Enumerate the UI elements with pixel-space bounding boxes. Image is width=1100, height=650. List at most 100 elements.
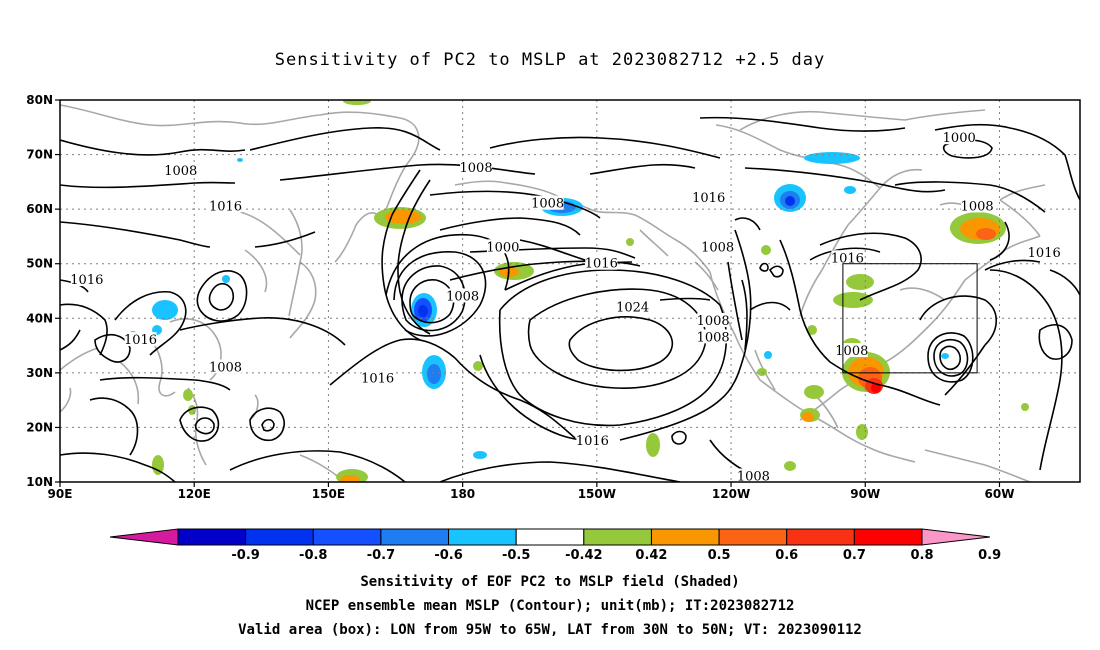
contour-label: 1016 xyxy=(692,191,725,206)
contour-label: 1024 xyxy=(616,300,649,315)
contour-label-bg xyxy=(1028,244,1061,259)
contour-label-bg xyxy=(209,359,242,374)
shade-patch xyxy=(784,461,796,471)
shade-patch xyxy=(1021,403,1029,411)
lon-tick-label: 90W xyxy=(850,487,880,501)
shade-patch xyxy=(385,210,421,224)
colorbar-label: 0.5 xyxy=(708,548,731,563)
contour-label: 1008 xyxy=(737,470,770,485)
caption-line-1: Sensitivity of EOF PC2 to MSLP field (Sh… xyxy=(360,574,740,590)
contour-label: 1008 xyxy=(701,240,734,255)
contour-label: 1016 xyxy=(831,251,864,266)
contour-label-bg xyxy=(585,255,618,270)
colorbar-segment xyxy=(583,528,652,546)
contour-label-bg xyxy=(692,190,725,205)
contour-label-bg xyxy=(70,272,103,287)
contour-label-bg xyxy=(576,433,609,448)
colorbar-min-arrow xyxy=(109,528,179,546)
lat-tick-label: 10N xyxy=(26,475,53,489)
colorbar-label: -0.42 xyxy=(565,548,602,563)
contour-label-bg xyxy=(616,299,649,314)
shade-patch xyxy=(844,186,856,194)
lat-tick-label: 40N xyxy=(26,311,53,325)
contour-label: 1016 xyxy=(585,257,618,272)
colorbar-segment xyxy=(245,528,314,546)
contour-label: 1016 xyxy=(124,333,157,348)
contour-label-bg xyxy=(531,195,564,210)
lon-tick-label: 120E xyxy=(178,487,211,501)
contour-label: 1016 xyxy=(1028,246,1061,261)
shade-patch xyxy=(757,368,767,376)
shade-patch xyxy=(846,274,874,290)
shade-patch xyxy=(343,100,371,105)
lat-tick-label: 70N xyxy=(26,148,53,162)
shade-patch xyxy=(761,245,771,255)
contour-label-bg xyxy=(361,370,394,385)
contour-label: 1008 xyxy=(164,164,197,179)
colorbar-label: 0.42 xyxy=(635,548,667,563)
map-frame xyxy=(59,99,1081,483)
contour-label-bg xyxy=(164,162,197,177)
colorbar-label: 0.6 xyxy=(775,548,798,563)
colorbar-segment xyxy=(312,528,382,546)
shade-patch xyxy=(856,424,868,440)
shade-patch xyxy=(807,325,817,335)
colorbar-max-arrow xyxy=(921,528,991,546)
colorbar-segment xyxy=(515,528,585,546)
contour-label: 1008 xyxy=(446,289,479,304)
lat-tick-label: 30N xyxy=(26,366,53,380)
shade-patch xyxy=(802,412,814,422)
shade-patch xyxy=(833,292,873,308)
lon-tick-label: 90E xyxy=(48,487,73,501)
contour-label: 1016 xyxy=(361,371,394,386)
valid-area-box xyxy=(842,263,978,374)
contour-label: 1008 xyxy=(209,360,242,375)
colorbar-label: -0.9 xyxy=(231,548,259,563)
caption-line-3: Valid area (box): LON from 95W to 65W, L… xyxy=(238,622,862,638)
contour-label-bg xyxy=(831,250,864,265)
lat-tick-label: 80N xyxy=(26,93,53,107)
shade-patch xyxy=(626,238,634,246)
contour-label: 1008 xyxy=(531,197,564,212)
colorbar: -0.9 -0.8 -0.7 -0.6 -0.5 -0.42 0.42 0.5 0.6 0.7 0.… xyxy=(109,528,1001,563)
contour-label: 1008 xyxy=(835,344,868,359)
contour-label: 1016 xyxy=(576,434,609,449)
colorbar-segment xyxy=(786,528,855,546)
lat-tick-label: 50N xyxy=(26,257,53,271)
shade-patch xyxy=(237,158,243,162)
contour-label: 1008 xyxy=(697,314,730,329)
page-title: Sensitivity of PC2 to MSLP at 2023082712… xyxy=(274,50,826,70)
map-background xyxy=(60,100,1080,482)
contour-label-bg xyxy=(209,198,242,213)
colorbar-label: -0.7 xyxy=(367,548,395,563)
shade-patch xyxy=(804,152,860,164)
contour-label-bg xyxy=(701,239,734,254)
contour-label-bg xyxy=(124,332,157,347)
shade-patch xyxy=(871,383,881,393)
contour-label-bg xyxy=(446,288,479,303)
contour-label-bg xyxy=(943,130,976,145)
shade-patch xyxy=(764,351,772,359)
shade-patch xyxy=(152,300,178,320)
shade-patch xyxy=(222,275,230,283)
colorbar-label: 0.7 xyxy=(843,548,866,563)
mslp-contours xyxy=(60,116,1080,482)
lon-tick-label: 150E xyxy=(312,487,345,501)
colorbar-label: 0.9 xyxy=(978,548,1001,563)
shade-patch xyxy=(183,389,193,401)
shade-patch xyxy=(152,455,164,475)
colorbar-label: -0.5 xyxy=(502,548,530,563)
contour-label: 1016 xyxy=(209,199,242,214)
lat-tick-label: 60N xyxy=(26,202,53,216)
contour-label: 1000 xyxy=(486,240,519,255)
contour-label-bg xyxy=(697,329,730,344)
contour-label-bg xyxy=(961,198,994,213)
contour-label-bg xyxy=(737,468,770,483)
lon-tick-label: 150W xyxy=(578,487,616,501)
shade-patch xyxy=(941,353,949,359)
colorbar-segment xyxy=(380,528,450,546)
colorbar-label: 0.8 xyxy=(910,548,933,563)
shade-patch xyxy=(340,475,360,482)
contour-label-bg xyxy=(697,313,730,328)
